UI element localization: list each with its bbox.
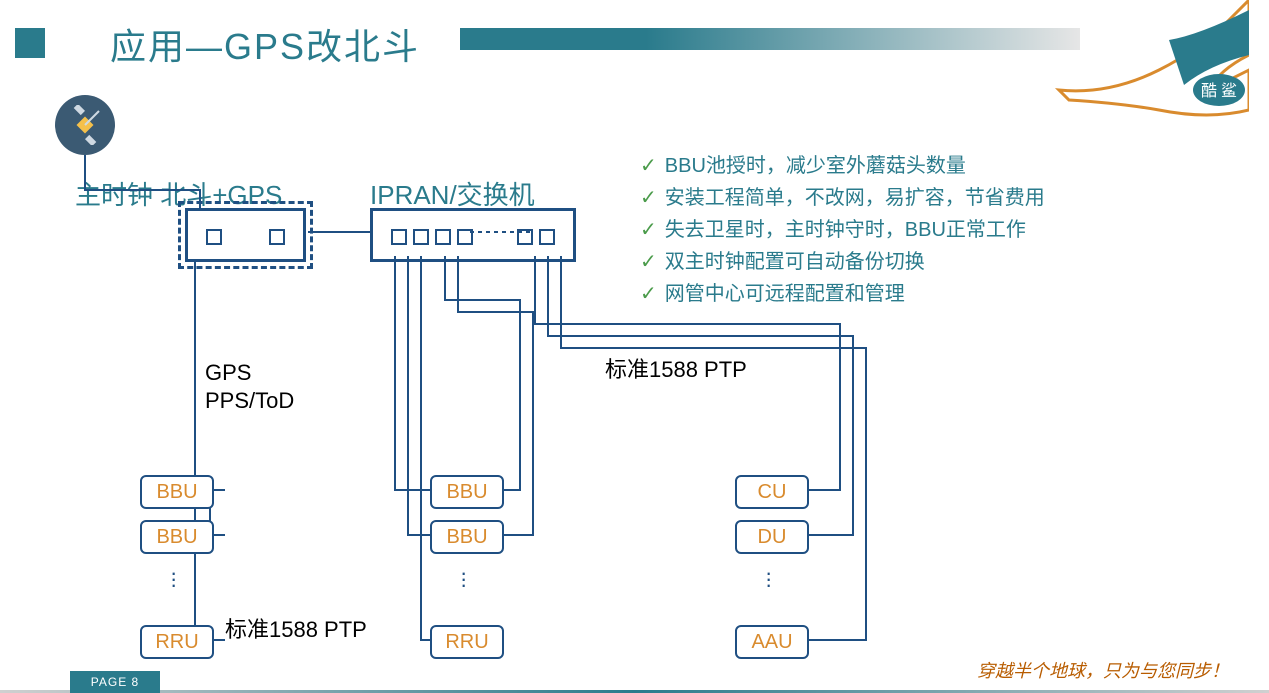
node-cu: CU: [735, 475, 809, 509]
bullet-item: ✓安装工程简单，不改网，易扩容，节省费用: [640, 182, 1045, 214]
check-icon: ✓: [640, 283, 657, 305]
feature-bullets: ✓BBU池授时，减少室外蘑菇头数量 ✓安装工程简单，不改网，易扩容，节省费用 ✓…: [640, 150, 1045, 310]
ellipsis-icon: ···: [765, 570, 772, 588]
check-icon: ✓: [640, 219, 657, 241]
master-clock-label: 主时钟 北斗+GPS: [75, 175, 282, 212]
switch-box: [370, 208, 576, 262]
node-bbu: BBU: [140, 475, 214, 509]
node-du: DU: [735, 520, 809, 554]
master-clock-box: [185, 208, 306, 262]
node-bbu: BBU: [430, 475, 504, 509]
ellipsis-icon: ···: [460, 570, 467, 588]
satellite-icon: [55, 95, 115, 155]
ppstod-label: PPS/ToD: [205, 388, 294, 414]
bullet-item: ✓网管中心可远程配置和管理: [640, 278, 1045, 310]
switch-label: IPRAN/交换机: [370, 175, 535, 212]
ptp-right-label: 标准1588 PTP: [605, 352, 747, 384]
bullet-item: ✓双主时钟配置可自动备份切换: [640, 246, 1045, 278]
node-rru: RRU: [140, 625, 214, 659]
title-stripe: [460, 28, 1080, 50]
node-aau: AAU: [735, 625, 809, 659]
switch-dashed-icon: [470, 230, 530, 234]
check-icon: ✓: [640, 187, 657, 209]
slogan: 穿越半个地球，只为与您同步！: [977, 657, 1229, 683]
bullet-item: ✓BBU池授时，减少室外蘑菇头数量: [640, 150, 1045, 182]
ellipsis-icon: ···: [170, 570, 177, 588]
title-accent-square: [15, 28, 45, 58]
logo-shark: 酷 鲨: [1049, 0, 1249, 130]
page-title: 应用—GPS改北斗: [110, 18, 420, 70]
node-bbu: BBU: [140, 520, 214, 554]
gps-label: GPS: [205, 360, 251, 386]
logo-text: 酷 鲨: [1201, 82, 1237, 100]
check-icon: ✓: [640, 155, 657, 177]
check-icon: ✓: [640, 251, 657, 273]
bullet-item: ✓失去卫星时，主时钟守时，BBU正常工作: [640, 214, 1045, 246]
node-rru: RRU: [430, 625, 504, 659]
node-bbu: BBU: [430, 520, 504, 554]
page-number: PAGE 8: [70, 671, 160, 693]
ptp-left-label: 标准1588 PTP: [225, 612, 367, 644]
